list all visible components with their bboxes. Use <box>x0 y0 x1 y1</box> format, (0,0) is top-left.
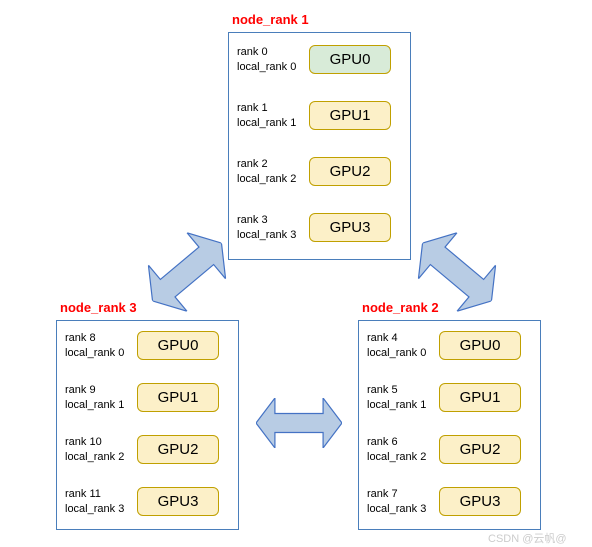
local-rank-label: local_rank 3 <box>367 502 437 516</box>
node-box-node1: rank 0local_rank 0GPU0rank 1local_rank 1… <box>228 32 411 260</box>
gpu-box: GPU3 <box>309 213 391 242</box>
gpu-box: GPU2 <box>137 435 219 464</box>
rank-row: rank 10local_rank 2GPU2 <box>57 435 238 464</box>
rank-labels: rank 5local_rank 1 <box>359 383 437 412</box>
gpu-box: GPU2 <box>309 157 391 186</box>
node-title: node_rank 1 <box>232 12 309 27</box>
rank-row: rank 7local_rank 3GPU3 <box>359 487 540 516</box>
rank-row: rank 11local_rank 3GPU3 <box>57 487 238 516</box>
rank-row: rank 9local_rank 1GPU1 <box>57 383 238 412</box>
rank-labels: rank 9local_rank 1 <box>57 383 135 412</box>
rank-labels: rank 2local_rank 2 <box>229 157 307 186</box>
gpu-box: GPU1 <box>309 101 391 130</box>
rank-label: rank 3 <box>237 213 307 227</box>
rank-label: rank 6 <box>367 435 437 449</box>
rank-row: rank 4local_rank 0GPU0 <box>359 331 540 360</box>
rank-label: rank 8 <box>65 331 135 345</box>
rank-row: rank 0local_rank 0GPU0 <box>229 45 410 74</box>
rank-labels: rank 6local_rank 2 <box>359 435 437 464</box>
rank-row: rank 2local_rank 2GPU2 <box>229 157 410 186</box>
rank-labels: rank 3local_rank 3 <box>229 213 307 242</box>
gpu-box: GPU1 <box>439 383 521 412</box>
bidirectional-arrow-icon <box>133 220 241 324</box>
rank-label: rank 5 <box>367 383 437 397</box>
rank-labels: rank 4local_rank 0 <box>359 331 437 360</box>
local-rank-label: local_rank 0 <box>367 346 437 360</box>
rank-labels: rank 10local_rank 2 <box>57 435 135 464</box>
rank-row: rank 3local_rank 3GPU3 <box>229 213 410 242</box>
rank-label: rank 4 <box>367 331 437 345</box>
gpu-box: GPU0 <box>137 331 219 360</box>
gpu-box: GPU1 <box>137 383 219 412</box>
gpu-box: GPU0 <box>439 331 521 360</box>
gpu-box: GPU3 <box>439 487 521 516</box>
local-rank-label: local_rank 2 <box>237 172 307 186</box>
rank-labels: rank 0local_rank 0 <box>229 45 307 74</box>
rank-row: rank 8local_rank 0GPU0 <box>57 331 238 360</box>
rank-labels: rank 1local_rank 1 <box>229 101 307 130</box>
bidirectional-arrow-icon <box>256 398 342 448</box>
gpu-box: GPU3 <box>137 487 219 516</box>
local-rank-label: local_rank 0 <box>65 346 135 360</box>
rank-label: rank 1 <box>237 101 307 115</box>
rank-label: rank 10 <box>65 435 135 449</box>
rank-label: rank 9 <box>65 383 135 397</box>
gpu-box: GPU2 <box>439 435 521 464</box>
local-rank-label: local_rank 2 <box>65 450 135 464</box>
rank-row: rank 5local_rank 1GPU1 <box>359 383 540 412</box>
rank-row: rank 6local_rank 2GPU2 <box>359 435 540 464</box>
gpu-box: GPU0 <box>309 45 391 74</box>
local-rank-label: local_rank 3 <box>65 502 135 516</box>
rank-row: rank 1local_rank 1GPU1 <box>229 101 410 130</box>
rank-labels: rank 11local_rank 3 <box>57 487 135 516</box>
local-rank-label: local_rank 1 <box>237 116 307 130</box>
rank-labels: rank 7local_rank 3 <box>359 487 437 516</box>
local-rank-label: local_rank 1 <box>367 398 437 412</box>
node-title: node_rank 2 <box>362 300 439 315</box>
rank-label: rank 0 <box>237 45 307 59</box>
local-rank-label: local_rank 2 <box>367 450 437 464</box>
node-title: node_rank 3 <box>60 300 137 315</box>
node-box-node3: rank 8local_rank 0GPU0rank 9local_rank 1… <box>56 320 239 530</box>
watermark-text: CSDN @云帆@ <box>488 530 567 546</box>
local-rank-label: local_rank 3 <box>237 228 307 242</box>
rank-label: rank 7 <box>367 487 437 501</box>
rank-label: rank 11 <box>65 487 135 501</box>
node-box-node2: rank 4local_rank 0GPU0rank 5local_rank 1… <box>358 320 541 530</box>
rank-labels: rank 8local_rank 0 <box>57 331 135 360</box>
local-rank-label: local_rank 0 <box>237 60 307 74</box>
local-rank-label: local_rank 1 <box>65 398 135 412</box>
rank-label: rank 2 <box>237 157 307 171</box>
